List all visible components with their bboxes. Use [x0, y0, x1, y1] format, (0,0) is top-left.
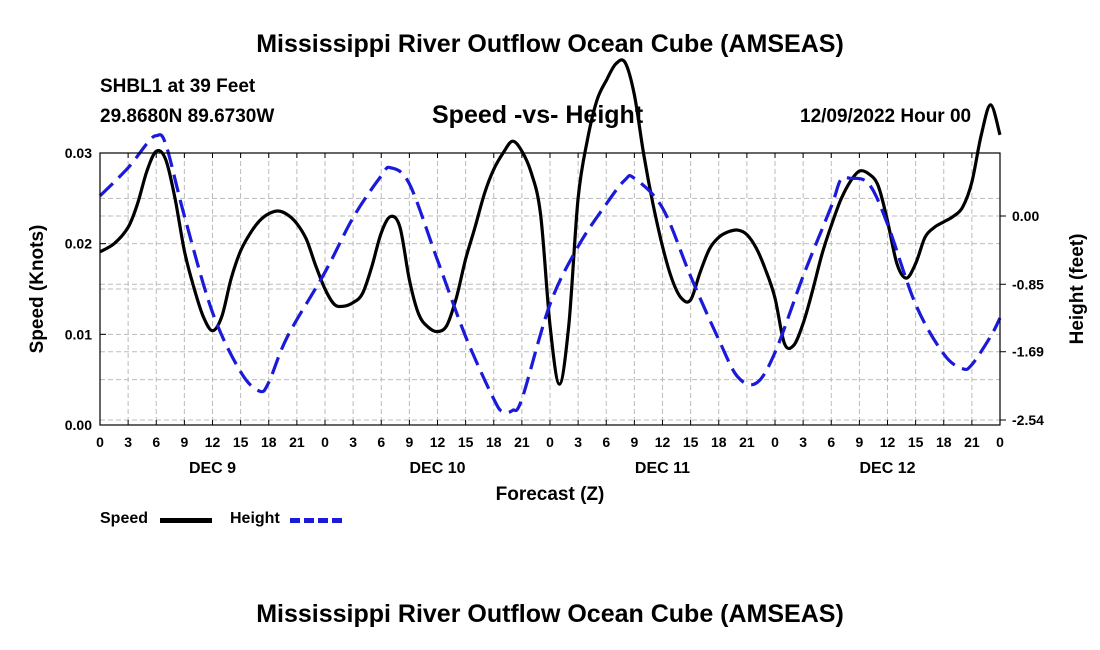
- legend-height-swatch: [290, 518, 342, 523]
- legend-speed-swatch: [160, 518, 212, 523]
- x-tick-label: 9: [180, 434, 188, 450]
- x-tick-label: 6: [602, 434, 610, 450]
- y-right-tick-label: -0.85: [1012, 276, 1044, 292]
- x-axis-title: Forecast (Z): [496, 484, 605, 505]
- grid: [100, 153, 1000, 425]
- x-tick-label: 0: [96, 434, 104, 450]
- axes: 0 3 6 9 12 15 18 21 0 3 6 9 12 15 18 21 0 3 6 9 12 15 18 21 0 3 6 9…: [27, 145, 1088, 505]
- x-tick-label: 3: [799, 434, 807, 450]
- y-right-axis-title: Height (feet): [1067, 234, 1088, 345]
- y-left-tick-label: 0.02: [65, 236, 92, 252]
- station-coordinates: 29.8680N 89.6730W: [100, 106, 275, 127]
- x-tick-label: 6: [152, 434, 160, 450]
- x-tick-label: 3: [574, 434, 582, 450]
- y-left-tick-label: 0.00: [65, 417, 92, 433]
- y-right-tick-label: -1.69: [1012, 344, 1044, 360]
- footer-title: Mississippi River Outflow Ocean Cube (AM…: [256, 600, 844, 628]
- x-tick-label: 15: [683, 434, 699, 450]
- x-tick-label: 21: [289, 434, 305, 450]
- x-tick-label: 12: [205, 434, 221, 450]
- x-tick-label: 18: [936, 434, 952, 450]
- x-tick-label: 18: [486, 434, 502, 450]
- x-tick-label: 12: [655, 434, 671, 450]
- x-tick-label: 3: [349, 434, 357, 450]
- x-tick-label: 0: [546, 434, 554, 450]
- x-tick-label: 15: [233, 434, 249, 450]
- x-tick-label: 21: [964, 434, 980, 450]
- series-layer: [98, 58, 1002, 415]
- x-tick-label: 3: [124, 434, 132, 450]
- x-tick-label: 6: [377, 434, 385, 450]
- chart-title: Mississippi River Outflow Ocean Cube (AM…: [256, 30, 844, 58]
- chart-subtitle: Speed -vs- Height: [432, 101, 644, 129]
- x-tick-label: 18: [711, 434, 727, 450]
- forecast-datetime: 12/09/2022 Hour 00: [800, 106, 972, 127]
- y-left-axis-title: Speed (Knots): [27, 225, 48, 354]
- x-tick-label: 12: [880, 434, 896, 450]
- x-tick-label: 18: [261, 434, 277, 450]
- x-tick-label: 15: [908, 434, 924, 450]
- x-tick-label: 0: [771, 434, 779, 450]
- day-label: DEC 11: [635, 460, 690, 477]
- series-height-line: [98, 133, 1002, 415]
- x-tick-label: 21: [514, 434, 530, 450]
- x-tick-label: 15: [458, 434, 474, 450]
- x-tick-label: 9: [855, 434, 863, 450]
- y-right-tick-label: 0.00: [1012, 208, 1039, 224]
- y-left-tick-label: 0.03: [65, 145, 92, 161]
- series-speed-line: [99, 58, 1002, 386]
- legend-height-label: Height: [230, 510, 280, 527]
- legend-speed-label: Speed: [100, 510, 149, 527]
- x-tick-label: 12: [430, 434, 446, 450]
- day-label: DEC 12: [859, 460, 915, 477]
- y-right-tick-label: -2.54: [1012, 412, 1044, 428]
- x-tick-label: 0: [321, 434, 329, 450]
- station-label: SHBL1 at 39 Feet: [100, 76, 256, 97]
- x-tick-label: 9: [630, 434, 638, 450]
- day-label: DEC 9: [189, 460, 236, 477]
- x-tick-label: 0: [996, 434, 1004, 450]
- x-tick-label: 9: [405, 434, 413, 450]
- day-label: DEC 10: [409, 460, 465, 477]
- x-tick-label: 21: [739, 434, 755, 450]
- x-tick-label: 6: [827, 434, 835, 450]
- y-left-tick-label: 0.01: [65, 326, 92, 342]
